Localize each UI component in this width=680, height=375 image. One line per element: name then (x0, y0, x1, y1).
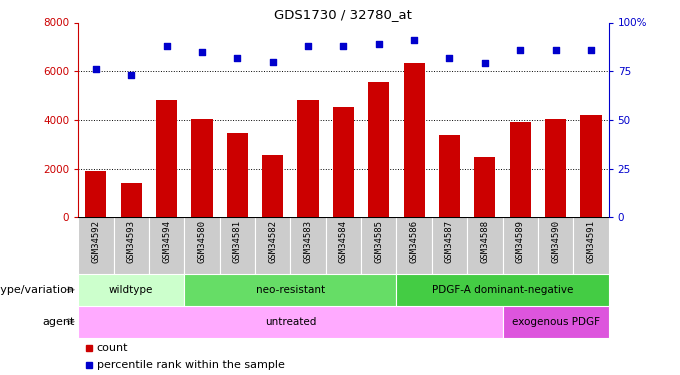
Bar (191, 119, 213, 218)
Text: GSM34584: GSM34584 (339, 220, 348, 263)
Text: GSM34589: GSM34589 (515, 220, 525, 263)
Bar (114, 217, 149, 274)
Text: percentile rank within the sample: percentile rank within the sample (97, 360, 285, 369)
Bar (474, 157, 496, 218)
Point (267, 58, 278, 64)
Bar (333, 106, 354, 218)
Bar (503, 217, 538, 274)
Text: exogenous PDGF: exogenous PDGF (511, 316, 600, 327)
Text: GSM34592: GSM34592 (91, 220, 101, 263)
Bar (403, 63, 425, 217)
Bar (439, 135, 460, 218)
Bar (149, 217, 184, 274)
Text: GSM34580: GSM34580 (197, 220, 207, 263)
Bar (78, 217, 114, 274)
Text: GSM34581: GSM34581 (233, 220, 242, 263)
Text: genotype/variation: genotype/variation (0, 285, 75, 295)
Bar (78, 274, 184, 306)
Bar (538, 217, 573, 274)
Point (550, 47, 561, 53)
Text: GSM34586: GSM34586 (409, 220, 419, 263)
Point (409, 37, 420, 43)
Bar (326, 217, 361, 274)
Text: GSM34593: GSM34593 (126, 220, 136, 263)
Bar (262, 155, 284, 218)
Bar (120, 183, 142, 218)
Text: GSM34588: GSM34588 (480, 220, 490, 263)
Text: GSM34590: GSM34590 (551, 220, 560, 263)
Point (126, 72, 137, 78)
Bar (432, 217, 467, 274)
Point (197, 49, 207, 55)
Text: GSM34585: GSM34585 (374, 220, 384, 263)
Bar (290, 217, 326, 274)
Point (373, 41, 384, 47)
Bar (297, 100, 319, 218)
Text: PDGF-A dominant-negative: PDGF-A dominant-negative (432, 285, 573, 295)
Bar (226, 134, 248, 218)
Bar (509, 122, 531, 218)
Bar (503, 306, 609, 338)
Text: GSM34583: GSM34583 (303, 220, 313, 263)
Point (585, 47, 596, 53)
Point (90, 66, 101, 72)
Title: GDS1730 / 32780_at: GDS1730 / 32780_at (275, 8, 412, 21)
Bar (184, 217, 220, 274)
Text: GSM34587: GSM34587 (445, 220, 454, 263)
Text: wildtype: wildtype (109, 285, 154, 295)
Bar (396, 274, 609, 306)
Bar (396, 217, 432, 274)
Point (444, 55, 455, 61)
Text: count: count (97, 343, 129, 352)
Point (303, 43, 313, 49)
Bar (361, 217, 396, 274)
Bar (573, 217, 609, 274)
Point (232, 55, 243, 61)
Point (338, 43, 349, 49)
Bar (184, 274, 396, 306)
Bar (255, 217, 290, 274)
Text: untreated: untreated (265, 316, 316, 327)
Bar (368, 82, 390, 218)
Text: GSM34594: GSM34594 (162, 220, 171, 263)
Bar (78, 306, 503, 338)
Bar (545, 119, 566, 218)
Bar (220, 217, 255, 274)
Text: agent: agent (42, 316, 75, 327)
Text: GSM34591: GSM34591 (586, 220, 596, 263)
Text: GSM34582: GSM34582 (268, 220, 277, 263)
Bar (156, 100, 177, 218)
Text: neo-resistant: neo-resistant (256, 285, 325, 295)
Bar (467, 217, 503, 274)
Bar (580, 115, 602, 218)
Bar (85, 171, 107, 217)
Point (515, 47, 526, 53)
Point (479, 60, 490, 66)
Point (161, 43, 172, 49)
